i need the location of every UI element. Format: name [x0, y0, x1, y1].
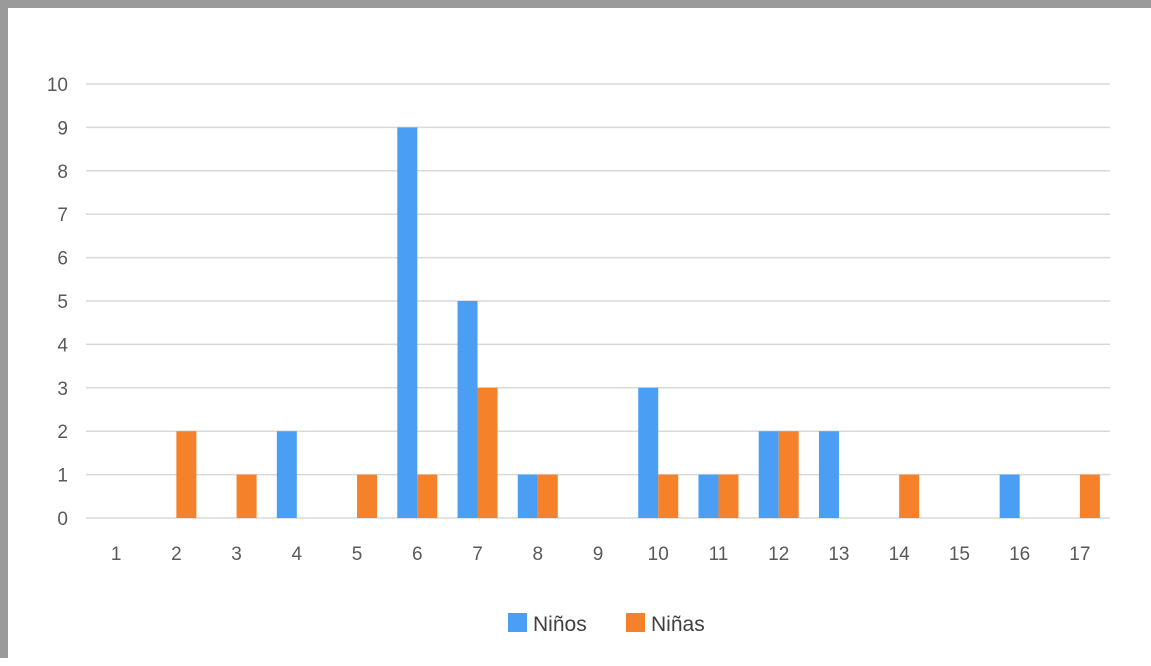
bar-ninas-5: [357, 474, 378, 518]
bars: [176, 127, 1100, 519]
x-tick-label: 6: [412, 544, 423, 565]
bar-ninos-16: [999, 474, 1020, 518]
legend: Niños Niñas: [508, 613, 705, 636]
bar-ninos-10: [638, 387, 659, 518]
legend-label-ninos: Niños: [533, 613, 587, 636]
bar-ninas-2: [176, 431, 197, 518]
bar-ninas-17: [1079, 474, 1100, 518]
bar-ninas-8: [537, 474, 558, 518]
bar-ninas-10: [658, 474, 679, 518]
bar-ninos-8: [517, 474, 538, 518]
x-tick-label: 10: [648, 544, 669, 565]
bar-ninas-14: [899, 474, 920, 518]
bar-ninas-12: [778, 431, 799, 518]
legend-swatch-ninos: [508, 613, 527, 632]
bar-ninos-13: [818, 431, 839, 518]
x-tick-label: 16: [1009, 544, 1030, 565]
bar-ninas-11: [718, 474, 739, 518]
bar-ninas-3: [236, 474, 257, 518]
y-tick-label: 9: [57, 118, 68, 139]
y-tick-label: 8: [57, 162, 68, 183]
x-tick-label: 2: [171, 544, 182, 565]
bar-ninos-6: [397, 127, 418, 519]
grid-lines: [86, 83, 1110, 519]
x-tick-label: 13: [828, 544, 849, 565]
bar-ninas-7: [477, 387, 498, 518]
x-tick-label: 5: [352, 544, 363, 565]
y-axis-ticks: 0 1 2 3 4 5 6 7 8 9 10: [47, 75, 69, 530]
x-tick-label: 14: [889, 544, 911, 565]
x-tick-label: 1: [111, 544, 122, 565]
bar-ninos-7: [457, 301, 478, 518]
y-tick-label: 5: [57, 292, 68, 313]
legend-label-ninas: Niñas: [651, 613, 705, 636]
bar-ninas-6: [417, 474, 438, 518]
y-tick-label: 0: [57, 509, 68, 530]
legend-swatch-ninas: [626, 613, 645, 632]
x-tick-label: 12: [768, 544, 789, 565]
y-tick-label: 4: [57, 335, 68, 356]
x-tick-label: 9: [593, 544, 604, 565]
bar-ninos-12: [758, 431, 779, 518]
bar-ninos-4: [276, 431, 297, 518]
x-tick-label: 15: [949, 544, 970, 565]
y-tick-label: 2: [57, 422, 68, 443]
x-tick-label: 4: [292, 544, 303, 565]
y-tick-label: 7: [57, 205, 68, 226]
x-tick-label: 8: [532, 544, 543, 565]
y-tick-label: 3: [57, 379, 68, 400]
x-axis-ticks: 1 2 3 4 5 6 7 8 9 10 11 12 13 14 15 16 17: [111, 544, 1091, 565]
bar-ninos-11: [698, 474, 719, 518]
y-tick-label: 6: [57, 249, 68, 270]
x-tick-label: 3: [231, 544, 242, 565]
y-tick-label: 10: [47, 75, 68, 96]
x-tick-label: 11: [709, 544, 729, 565]
x-tick-label: 7: [472, 544, 483, 565]
x-tick-label: 17: [1069, 544, 1090, 565]
y-tick-label: 1: [57, 466, 68, 487]
